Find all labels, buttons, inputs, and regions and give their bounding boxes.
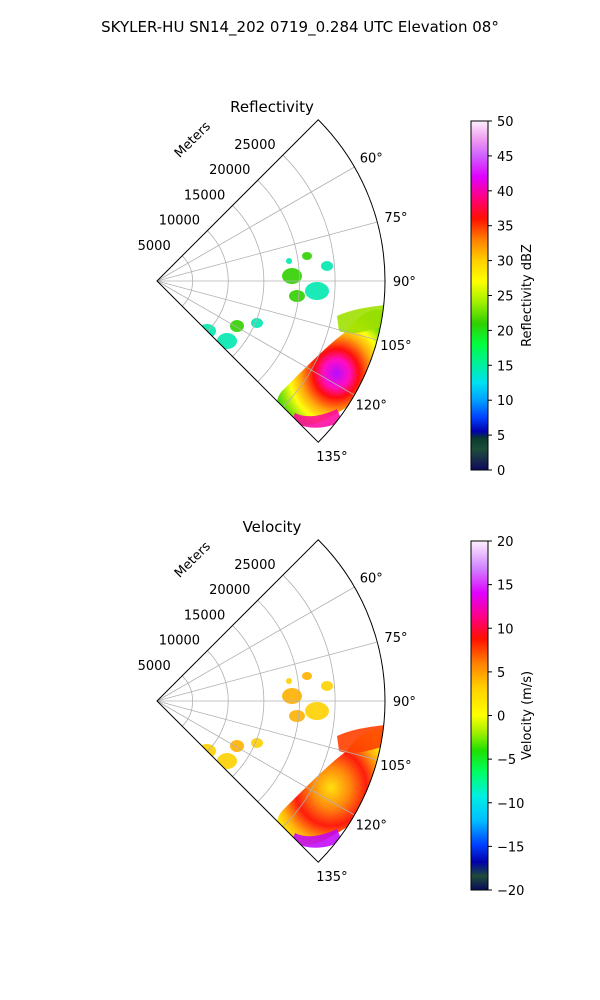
- r-tick-label: 20000: [209, 163, 250, 178]
- theta-tick-label: 75°: [384, 211, 407, 226]
- echo-tail: [292, 829, 342, 848]
- colorbar-tick-label: 25: [497, 290, 514, 305]
- colorbar-tick-label: 50: [497, 115, 514, 130]
- sector-outline: [156, 539, 386, 863]
- echo-cell: [217, 333, 237, 349]
- r-tick-label: 25000: [234, 138, 275, 153]
- colorbar-tick-label: 0: [497, 710, 505, 725]
- r-tick-label: 5000: [138, 659, 171, 674]
- figure-suptitle: SKYLER-HU SN14_202 0719_0.284 UTC Elevat…: [101, 18, 499, 37]
- theta-tick-label: 105°: [380, 339, 411, 354]
- colorbar-tick-label: −10: [497, 797, 524, 812]
- colorbar-tick-label: 20: [497, 535, 514, 550]
- colorbar-tick-label: 30: [497, 255, 514, 270]
- r-tick-label: 25000: [234, 558, 275, 573]
- grid-spoke: [156, 586, 355, 702]
- colorbar-tick-label: −5: [497, 753, 516, 768]
- grid-spoke: [156, 700, 355, 816]
- grid-spoke: [156, 641, 378, 702]
- echo-cell: [321, 681, 333, 691]
- echo-cell: [217, 753, 237, 769]
- theta-tick-label: 60°: [360, 571, 383, 586]
- echo-cell: [321, 261, 333, 271]
- r-tick-label: 15000: [184, 188, 225, 203]
- theta-tick-label: 120°: [356, 819, 387, 834]
- theta-tick-label: 135°: [316, 870, 347, 885]
- theta-tick-label: 90°: [393, 695, 416, 710]
- r-tick-label: 10000: [159, 634, 200, 649]
- grid-spoke: [156, 221, 378, 282]
- reflectivity-panel: Reflectivity 5000 10000 15000 20000 25000 Mete…: [138, 98, 535, 479]
- colorbar-tick-label: 35: [497, 220, 514, 235]
- colorbar-tick-label: 15: [497, 359, 514, 374]
- r-tick-label: 5000: [138, 239, 171, 254]
- sector-outline: [156, 119, 386, 443]
- panel-title: Velocity: [243, 518, 302, 536]
- velocity-panel: Velocity 5000 10000 15000 20000 25000 Meters 60…: [138, 518, 535, 899]
- echo-band: [337, 305, 385, 334]
- theta-tick-label: 135°: [316, 450, 347, 465]
- echo-cell: [305, 702, 329, 720]
- colorbar: [470, 540, 489, 891]
- echo-cell: [282, 268, 302, 284]
- echo-cell: [286, 678, 292, 684]
- colorbar-tick-label: 5: [497, 666, 505, 681]
- echo-tail: [292, 409, 342, 428]
- echo-cell: [282, 688, 302, 704]
- colorbar-label: Velocity (m/s): [520, 671, 535, 760]
- colorbar-tick-label: 10: [497, 394, 514, 409]
- grid-spoke: [156, 280, 378, 341]
- theta-tick-label: 105°: [380, 759, 411, 774]
- colorbar-tick-label: 0: [497, 464, 505, 479]
- r-tick-label: 20000: [209, 583, 250, 598]
- grid-spoke: [156, 700, 378, 761]
- theta-tick-label: 75°: [384, 631, 407, 646]
- radial-axis-label: Meters: [172, 119, 214, 161]
- theta-tick-label: 90°: [393, 275, 416, 290]
- colorbar-tick-label: −20: [497, 884, 524, 899]
- echo-cell: [305, 282, 329, 300]
- echo-cell: [211, 768, 223, 778]
- echo-band: [337, 725, 385, 754]
- colorbar-label: Reflectivity dBZ: [520, 244, 535, 347]
- echo-cell: [289, 290, 305, 302]
- echo-cell: [302, 672, 312, 680]
- colorbar-tick-label: 45: [497, 150, 514, 165]
- echo-cell: [302, 252, 312, 260]
- radial-axis-label: Meters: [172, 539, 214, 581]
- theta-tick-label: 60°: [360, 151, 383, 166]
- grid-spoke: [156, 280, 355, 396]
- colorbar-tick-label: 10: [497, 622, 514, 637]
- colorbar-tick-label: −15: [497, 840, 524, 855]
- colorbar-tick-label: 15: [497, 579, 514, 594]
- colorbar-tick-label: 5: [497, 429, 505, 444]
- colorbar-tick-label: 40: [497, 185, 514, 200]
- echo-cell: [211, 348, 223, 358]
- r-tick-label: 10000: [159, 214, 200, 229]
- theta-tick-label: 120°: [356, 399, 387, 414]
- colorbar: [470, 120, 489, 471]
- echo-cell: [286, 258, 292, 264]
- colorbar-tick-label: 20: [497, 324, 514, 339]
- grid-spoke: [156, 166, 355, 282]
- r-tick-label: 15000: [184, 608, 225, 623]
- echo-cell: [289, 710, 305, 722]
- panel-title: Reflectivity: [230, 98, 314, 116]
